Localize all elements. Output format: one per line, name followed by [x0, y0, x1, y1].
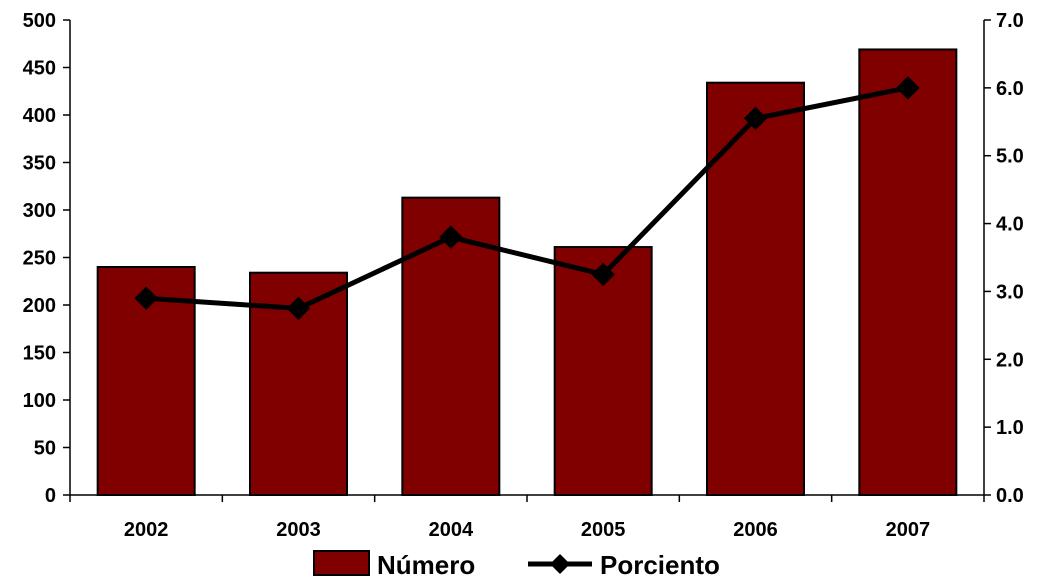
legend-swatch-numero: [313, 550, 370, 576]
x-tick-label: 2006: [733, 519, 778, 541]
y-right-tick-label: 1.0: [996, 417, 1024, 439]
bars-layer: [96, 48, 958, 497]
x-tick-label: 2003: [276, 519, 321, 541]
legend: Número Porciento: [313, 550, 720, 580]
bar-2006: [706, 81, 805, 496]
x-tick-label: 2007: [886, 519, 931, 541]
x-tick-label: 2005: [581, 519, 626, 541]
legend-label-numero: Número: [377, 550, 475, 579]
series-line-porciento: [145, 85, 909, 311]
y-right-tick-label: 4.0: [996, 214, 1024, 236]
point-marker-2002: [134, 286, 158, 310]
x-tick-label: 2004: [429, 519, 474, 541]
y-left-tick-label: 100: [23, 390, 56, 412]
y-right-tick-label: 7.0: [996, 10, 1024, 32]
y-right-tick-label: 3.0: [996, 281, 1024, 303]
y-left-tick-label: 450: [23, 58, 56, 80]
y-left-tick-label: 200: [23, 295, 56, 317]
bar-2007: [858, 48, 958, 496]
y-left-tick-label: 500: [23, 10, 56, 32]
y-left-tick-label: 300: [23, 200, 56, 222]
axes-layer: [63, 19, 991, 502]
y-left-tick-label: 350: [23, 153, 56, 175]
point-marker-2004: [439, 225, 463, 249]
y-right-tick-label: 2.0: [996, 349, 1024, 371]
y-left-tick-label: 150: [23, 343, 56, 365]
y-right-tick-label: 5.0: [996, 146, 1024, 168]
y-left-tick-label: 400: [23, 105, 56, 127]
point-marker-2003: [286, 296, 311, 321]
bar-2005: [553, 246, 653, 496]
point-marker-2005: [591, 262, 615, 287]
y-right-tick-label: 0.0: [996, 485, 1024, 507]
point-marker-2007: [896, 76, 920, 100]
legend-label-porciento: Porciento: [600, 550, 720, 579]
line-layer: [134, 76, 920, 321]
y-left-tick-label: 50: [34, 438, 56, 460]
legend-swatch-porciento-marker: [550, 554, 570, 574]
y-right-tick-label: 6.0: [996, 78, 1024, 100]
x-tick-label: 2002: [124, 519, 169, 541]
labels-layer: 0 50 100 150 200 250 300 350 400 450 500 0.0 1.0 2.0 3…: [23, 10, 1024, 541]
y-left-tick-label: 0: [45, 485, 56, 507]
y-left-tick-label: 250: [23, 248, 56, 270]
point-marker-2006: [743, 106, 768, 131]
